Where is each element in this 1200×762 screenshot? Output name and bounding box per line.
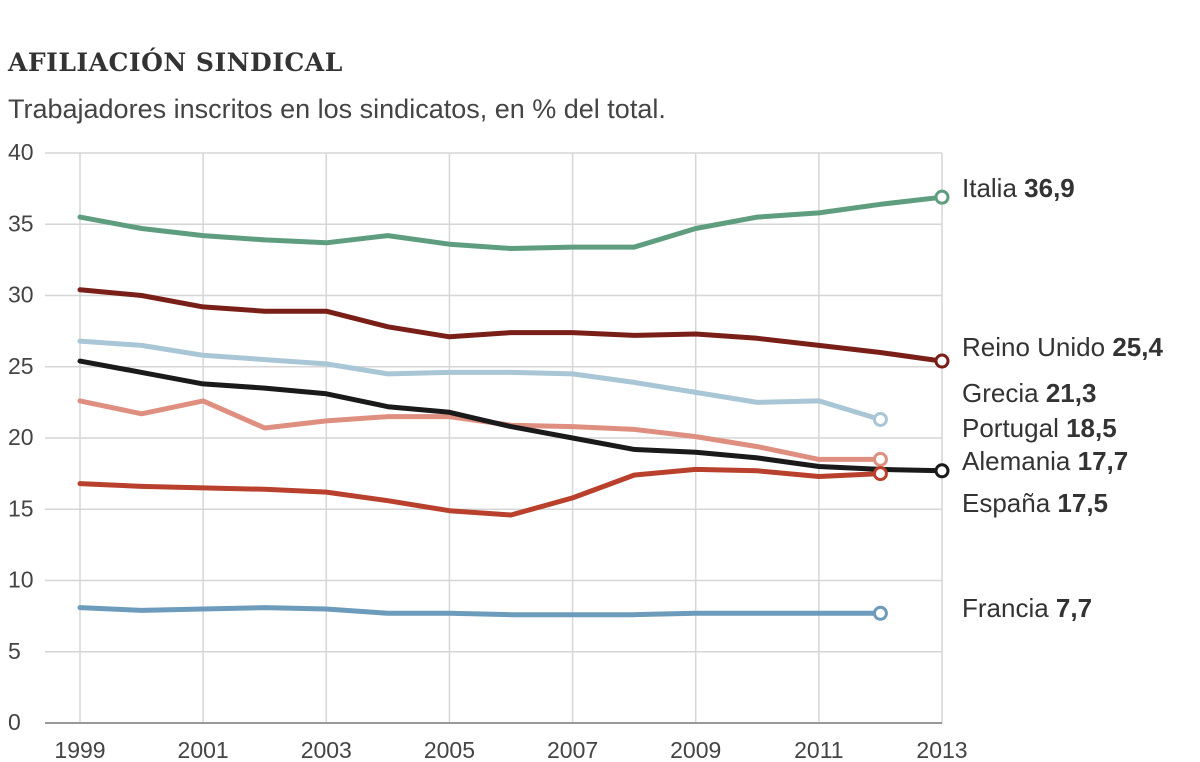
y-tick-label: 20 bbox=[8, 424, 34, 450]
series-labels: Italia 36,9 Reino Unido 25,4 Grecia 21,3 Po… bbox=[962, 173, 1163, 623]
y-tick-label: 0 bbox=[8, 709, 21, 735]
series-label-name: Italia bbox=[962, 173, 1024, 203]
x-tick-label: 2007 bbox=[547, 737, 598, 762]
series-label-value: 17,5 bbox=[1057, 488, 1108, 518]
x-tick-label: 2013 bbox=[916, 737, 967, 762]
series-label-portugal: Portugal 18,5 bbox=[962, 413, 1117, 443]
gridlines bbox=[45, 152, 943, 724]
series-line-italia bbox=[77, 194, 945, 251]
x-tick-label: 2009 bbox=[670, 737, 721, 762]
series-label-name: Alemania bbox=[962, 446, 1078, 476]
x-tick-label: 1999 bbox=[54, 737, 105, 762]
series-end-marker-reino-unido bbox=[934, 353, 950, 369]
series-end-marker-italia bbox=[934, 189, 950, 205]
series-end-marker-grecia bbox=[872, 411, 888, 427]
y-tick-label: 40 bbox=[8, 139, 34, 165]
x-tick-label: 2005 bbox=[424, 737, 475, 762]
y-tick-label: 15 bbox=[8, 495, 34, 521]
series-line-españa bbox=[77, 466, 883, 518]
x-axis-tick-labels: 1999 2001 2003 2005 2007 2009 2011 2013 bbox=[54, 737, 967, 762]
series-label-value: 18,5 bbox=[1066, 413, 1117, 443]
series-line-grecia bbox=[77, 338, 883, 422]
series-end-marker-portugal bbox=[872, 451, 888, 467]
series-label-name: Grecia bbox=[962, 378, 1046, 408]
series-label-españa: España 17,5 bbox=[962, 488, 1108, 518]
series-label-value: 21,3 bbox=[1046, 378, 1097, 408]
x-tick-label: 2011 bbox=[794, 737, 843, 762]
series-line-portugal bbox=[77, 398, 883, 462]
chart-title: AFILIACIÓN SINDICAL bbox=[8, 48, 343, 77]
series-label-italia: Italia 36,9 bbox=[962, 173, 1075, 203]
series-lines bbox=[77, 194, 945, 618]
series-label-value: 25,4 bbox=[1112, 332, 1163, 362]
series-label-alemania: Alemania 17,7 bbox=[962, 446, 1128, 476]
series-label-value: 7,7 bbox=[1056, 593, 1092, 623]
y-tick-label: 30 bbox=[8, 282, 34, 308]
series-line-reino-unido bbox=[77, 287, 945, 364]
x-tick-label: 2001 bbox=[178, 737, 229, 762]
series-end-marker-francia bbox=[872, 605, 888, 621]
series-label-name: Portugal bbox=[962, 413, 1066, 443]
series-label-reino-unido: Reino Unido 25,4 bbox=[962, 332, 1163, 362]
series-label-name: España bbox=[962, 488, 1057, 518]
y-tick-label: 35 bbox=[8, 210, 34, 236]
chart-subtitle: Trabajadores inscritos en los sindicatos… bbox=[8, 94, 666, 124]
series-label-name: Francia bbox=[962, 593, 1056, 623]
series-label-grecia: Grecia 21,3 bbox=[962, 378, 1096, 408]
series-label-francia: Francia 7,7 bbox=[962, 593, 1092, 623]
series-end-markers bbox=[872, 189, 950, 621]
series-line-francia bbox=[77, 605, 883, 618]
series-label-name: Reino Unido bbox=[962, 332, 1112, 362]
series-line-alemania bbox=[77, 358, 945, 474]
series-label-value: 36,9 bbox=[1024, 173, 1075, 203]
y-tick-label: 5 bbox=[8, 638, 21, 664]
x-tick-label: 2003 bbox=[301, 737, 352, 762]
y-axis-tick-labels: 0 5 10 15 20 25 30 35 40 bbox=[8, 139, 34, 735]
series-label-value: 17,7 bbox=[1078, 446, 1129, 476]
series-end-marker-españa bbox=[872, 466, 888, 482]
y-tick-label: 25 bbox=[8, 353, 34, 379]
series-end-marker-alemania bbox=[934, 463, 950, 479]
y-tick-label: 10 bbox=[8, 567, 34, 593]
